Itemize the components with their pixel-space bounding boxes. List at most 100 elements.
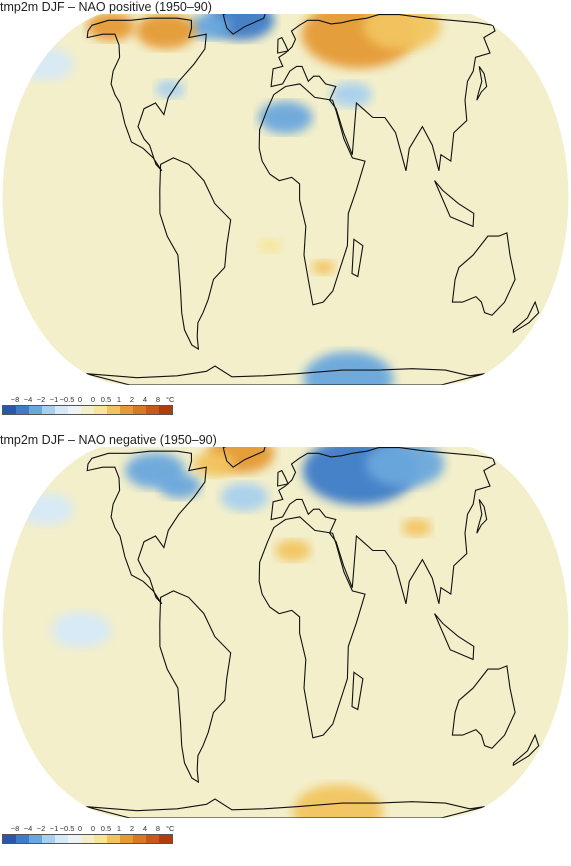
anomaly-baffin (192, 451, 235, 477)
coastline-new-zealand (512, 300, 540, 334)
legend-tick-label: 0 (90, 824, 96, 833)
legend-color-bar (2, 834, 173, 844)
legend-tick-label: 4 (142, 395, 148, 404)
legend-swatch (120, 835, 133, 843)
coastlines (86, 14, 540, 385)
legend-tick-label: 2 (129, 824, 135, 833)
coastline-indonesia (434, 180, 475, 228)
coastline-australia (451, 232, 516, 316)
panel-title: tmp2m DJF – NAO negative (1950–90) (0, 433, 217, 447)
anomaly-north-atlantic (220, 482, 269, 512)
legend-tick-label: −1 (49, 824, 59, 833)
legend-swatch (55, 835, 68, 843)
coastline-indonesia (434, 613, 475, 661)
legend-swatch (42, 406, 55, 414)
legend-swatch (133, 835, 146, 843)
anomaly-alaska (86, 14, 135, 41)
coastline-south-america (159, 590, 232, 784)
legend-swatch (159, 406, 172, 414)
legend-tick-label: 8 (155, 395, 161, 404)
anomaly-southern-africa (311, 260, 336, 275)
anomaly-tibet (401, 518, 432, 537)
legend-color-bar (2, 405, 173, 415)
legend-unit: °C (166, 395, 175, 404)
anomaly-siberia (366, 447, 445, 488)
legend-tick-label: −8 (10, 395, 20, 404)
anomaly-equatorial-pacific (51, 612, 112, 648)
coastline-antarctica (86, 798, 485, 818)
coastline-antarctica (86, 365, 485, 385)
globe-background (2, 447, 569, 818)
legend-tick-label: 0 (77, 395, 83, 404)
world-map (2, 14, 569, 385)
legend-tick-label: 8 (155, 824, 161, 833)
coastlines (86, 447, 540, 818)
globe-background (2, 14, 569, 385)
legend-swatch (107, 406, 120, 414)
colorbar-legend: −8 −4 −2 −1 −0.5 0 0 0.5 1 2 4 8 °C (0, 395, 200, 415)
legend-tick-label: −1 (49, 395, 59, 404)
legend-tick-label: 0 (90, 395, 96, 404)
anomaly-northern-canada (135, 14, 196, 49)
legend-swatch (81, 406, 94, 414)
coastline-africa (258, 83, 366, 306)
legend-tick-label: −2 (36, 824, 46, 833)
panel-title: tmp2m DJF – NAO positive (1950–90) (0, 0, 212, 14)
legend-swatch (16, 406, 29, 414)
legend-swatch (133, 406, 146, 414)
anomaly-north-pacific (19, 47, 74, 81)
legend-tick-label: −4 (23, 395, 33, 404)
legend-swatch (55, 406, 68, 414)
coastline-uk (277, 469, 289, 487)
anomaly-antarctica (303, 351, 394, 385)
coastline-eurasia (270, 14, 496, 171)
legend-tick-label: −8 (10, 824, 20, 833)
anomaly-layer (19, 14, 441, 385)
legend-tick-label: −0.5 (59, 395, 75, 404)
anomaly-east-us (155, 80, 185, 99)
legend-tick-label: −2 (36, 395, 46, 404)
coastline-south-america (159, 157, 232, 351)
legend-swatch (146, 835, 159, 843)
legend-tick-label: 4 (142, 824, 148, 833)
legend-swatch (68, 835, 81, 843)
anomaly-north-africa (275, 539, 311, 562)
legend-tick-label: 0.5 (100, 824, 112, 833)
coastline-north-america (86, 450, 207, 605)
legend-swatch (81, 835, 94, 843)
legend-tick-label: 1 (116, 824, 122, 833)
legend-swatch (120, 406, 133, 414)
anomaly-baffin (188, 14, 231, 40)
legend-swatch (94, 835, 107, 843)
anomaly-north-africa (258, 101, 313, 134)
coastline-greenland (222, 447, 266, 468)
coastline-australia (451, 665, 516, 749)
coastline-north-america (86, 17, 207, 172)
legend-swatch (3, 835, 16, 843)
coastline-greenland (222, 14, 266, 35)
legend-tick-label: −4 (23, 824, 33, 833)
legend-swatch (94, 406, 107, 414)
legend-swatch (16, 835, 29, 843)
legend-ticks: −8 −4 −2 −1 −0.5 0 0 0.5 1 2 4 8 °C (0, 395, 200, 404)
legend-tick-label: 0 (77, 824, 83, 833)
legend-ticks: −8 −4 −2 −1 −0.5 0 0 0.5 1 2 4 8 °C (0, 824, 200, 833)
legend-tick-label: 2 (129, 395, 135, 404)
legend-tick-label: −0.5 (59, 824, 75, 833)
coastline-madagascar (351, 238, 364, 278)
map-panel-nao-negative: tmp2m DJF – NAO negative (1950–90) −8 −4−… (0, 433, 571, 866)
coastline-new-zealand (512, 733, 540, 767)
legend-swatch (159, 835, 172, 843)
anomaly-north-pacific (19, 493, 74, 526)
legend-swatch (107, 835, 120, 843)
legend-swatch (3, 406, 16, 414)
legend-tick-label: 0.5 (100, 395, 112, 404)
colorbar-legend: −8 −4 −2 −1 −0.5 0 0 0.5 1 2 4 8 °C (0, 824, 200, 844)
anomaly-south-atlantic (258, 238, 282, 253)
anomaly-east-canada (158, 473, 201, 499)
legend-unit: °C (166, 824, 175, 833)
map-panel-nao-positive: tmp2m DJF – NAO positive (1950–90) −8 −4−… (0, 0, 571, 430)
legend-swatch (42, 835, 55, 843)
anomaly-layer (19, 447, 445, 818)
anomaly-antarctica (292, 784, 383, 818)
